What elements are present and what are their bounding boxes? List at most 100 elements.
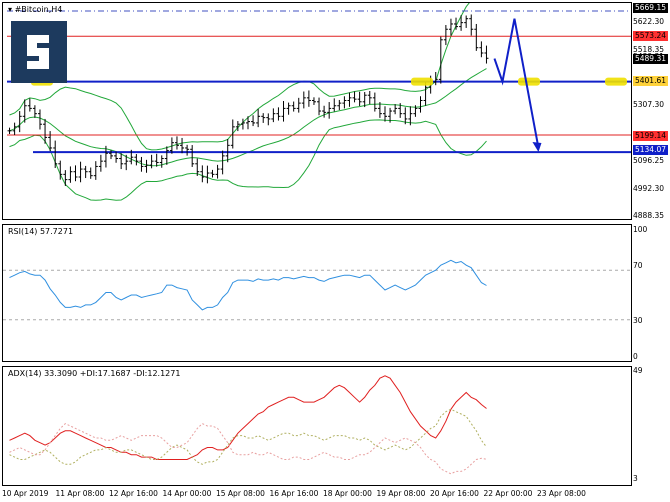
candle [37, 109, 42, 130]
candle [215, 164, 220, 179]
candle [357, 91, 362, 107]
rsi-axis-100: 100 [633, 225, 648, 234]
candle [276, 107, 281, 121]
candle [398, 103, 403, 118]
candle [362, 92, 367, 108]
candle [448, 18, 453, 36]
candle [58, 160, 63, 180]
time-axis-label: 11 Apr 08:00 [55, 489, 105, 498]
candle [301, 91, 306, 109]
candle [210, 169, 215, 178]
candle [129, 149, 134, 165]
candle [124, 154, 129, 171]
candle [286, 102, 291, 115]
projection-path [493, 18, 540, 149]
symbol-label-text: #Bitcoin,H4 [14, 5, 63, 14]
highlight-marker [411, 77, 433, 86]
logo-glyph [27, 35, 49, 69]
candle [418, 96, 423, 113]
candle [393, 104, 398, 115]
symbol-label: ▾ #Bitcoin,H4 [8, 5, 62, 14]
rsi-line [9, 259, 487, 311]
candle [43, 118, 48, 144]
price-axis-label: 5096.25 [633, 156, 665, 166]
time-axis-label: 14 Apr 00:00 [162, 489, 212, 498]
candle [459, 15, 464, 31]
time-axis-label: 23 Apr 08:00 [537, 489, 586, 498]
candle [296, 97, 301, 113]
candle [347, 92, 352, 107]
candle [22, 99, 27, 123]
time-axis-label: 20 Apr 16:00 [430, 489, 479, 498]
price-chart-svg[interactable] [3, 3, 632, 220]
price-axis-label: 4888.35 [633, 211, 665, 220]
candle [322, 105, 327, 118]
candle [164, 146, 169, 165]
rsi-panel[interactable]: RSI(14) 57.7271 [2, 224, 632, 362]
candle [185, 144, 190, 156]
bollinger-lower [9, 119, 487, 201]
price-tag-support: 5401.61 [633, 76, 668, 86]
price-tag-top: 5669.15 [633, 3, 668, 13]
price-tag-resistance: 5573.24 [633, 31, 668, 41]
adx-axis-49: 49 [633, 366, 643, 375]
candle [220, 150, 225, 175]
candle [251, 115, 256, 127]
candle [225, 138, 230, 163]
adx-series-di [9, 408, 487, 465]
candle [246, 116, 250, 130]
candle [352, 91, 357, 103]
candle [311, 97, 316, 105]
price-chart-panel[interactable]: ▾ #Bitcoin,H4 [2, 2, 632, 220]
adx-panel[interactable]: ADX(14) 33.3090 +DI:17.1687 -DI:12.1271 [2, 366, 632, 486]
candle [200, 165, 205, 183]
adx-label: ADX(14) 33.3090 +DI:17.1687 -DI:12.1271 [8, 369, 181, 378]
candle [306, 90, 311, 107]
candle [83, 165, 88, 179]
candle [235, 121, 240, 132]
candle [139, 156, 144, 172]
candle [159, 155, 164, 168]
candle [454, 17, 459, 30]
candle [413, 105, 418, 117]
rsi-axis-0: 0 [633, 352, 638, 361]
price-tag-current: 5489.31 [633, 54, 668, 64]
rsi-chart-svg[interactable] [3, 225, 632, 362]
candle [144, 159, 149, 173]
candle [190, 145, 195, 167]
candle [438, 36, 443, 84]
candle [119, 153, 124, 170]
candle [174, 136, 179, 150]
time-axis-label: 16 Apr 16:00 [269, 489, 319, 498]
broker-logo [11, 21, 67, 83]
candle [271, 108, 276, 123]
rsi-axis-70: 70 [633, 261, 643, 270]
candle [63, 170, 68, 186]
candle [27, 98, 32, 112]
time-axis-label: 22 Apr 00:00 [483, 489, 533, 498]
time-axis-label: 15 Apr 08:00 [216, 489, 265, 498]
adx-series-di [9, 423, 487, 475]
candle [332, 98, 337, 112]
candle [261, 113, 266, 123]
candle [169, 137, 174, 154]
candle [327, 102, 332, 119]
candle [403, 107, 408, 125]
adx-chart-svg[interactable] [3, 367, 632, 486]
candle [317, 97, 322, 116]
time-axis-label: 19 Apr 08:00 [376, 489, 426, 498]
candle [17, 111, 22, 133]
candle [367, 90, 372, 105]
time-axis-label: 10 Apr 2019 [2, 489, 49, 498]
candle [372, 92, 377, 112]
highlight-marker [605, 77, 627, 86]
candle [154, 153, 159, 167]
candle [464, 15, 469, 28]
candle [433, 71, 438, 86]
candle [377, 102, 382, 118]
candle [109, 150, 114, 160]
candle [48, 131, 53, 152]
candle [205, 165, 210, 184]
candle [469, 14, 474, 36]
dropdown-arrow-icon[interactable]: ▾ [8, 5, 13, 14]
